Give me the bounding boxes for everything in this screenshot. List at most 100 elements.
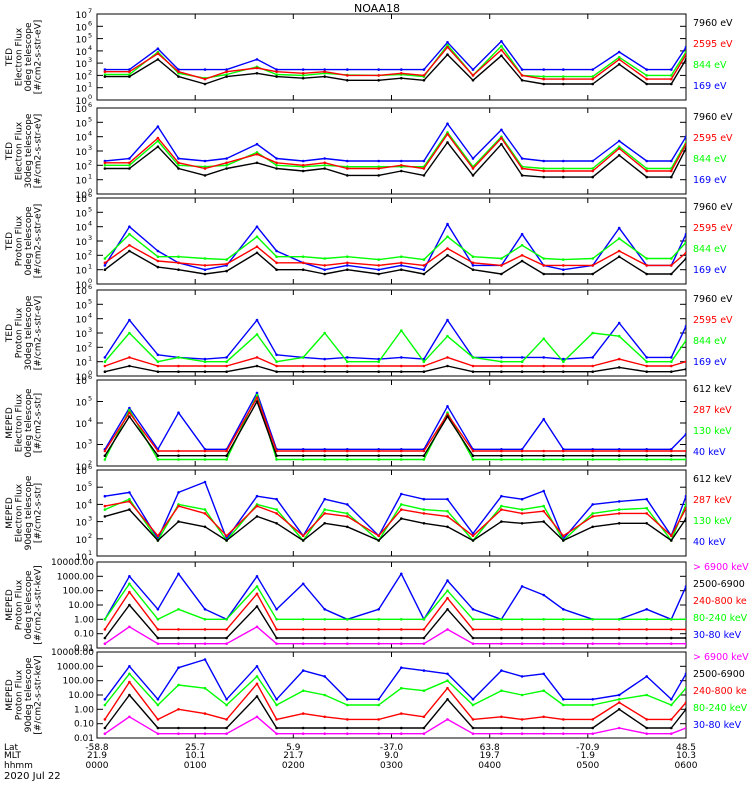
data-point (670, 539, 673, 542)
data-point (471, 370, 475, 374)
data-point (377, 698, 381, 701)
data-point (400, 712, 403, 715)
data-point (446, 43, 449, 47)
data-point (645, 264, 648, 267)
data-point (684, 672, 686, 676)
legend-entry: 2500-6900 (693, 669, 745, 680)
data-point (323, 726, 327, 730)
data-point (156, 259, 160, 263)
y-tick-exponent: 3 (88, 438, 92, 446)
data-point (323, 268, 327, 272)
legend-entry: 844 eV (693, 60, 727, 71)
data-point (562, 698, 565, 701)
data-point (500, 508, 503, 511)
date-label: 2020 Jul 22 (4, 771, 61, 782)
data-point (446, 45, 449, 49)
data-point (103, 618, 107, 621)
data-point (520, 79, 524, 82)
footer-value: 1.9 (581, 751, 596, 761)
data-point (684, 251, 686, 255)
footer-row-label: MLT (4, 751, 22, 761)
data-point (684, 58, 686, 61)
data-point (500, 628, 503, 631)
data-point (177, 356, 180, 359)
data-point (684, 517, 686, 520)
y-tick-exponent: 5 (88, 115, 92, 123)
data-point (471, 454, 475, 458)
footer-value: 48.5 (676, 743, 696, 753)
data-point (177, 683, 180, 687)
data-point (670, 718, 673, 721)
y-axis-label-line: 0deg telescope (24, 388, 34, 458)
y-tick-label: 1000.00 (57, 572, 94, 582)
y-tick-exponent: 4 (88, 312, 92, 320)
data-point (323, 675, 327, 678)
data-point (591, 732, 594, 735)
data-point (591, 726, 594, 730)
data-point (377, 449, 381, 453)
data-point (323, 370, 327, 374)
series-line-4 (104, 365, 686, 373)
data-point (542, 82, 545, 86)
data-point (203, 360, 207, 364)
data-point (500, 715, 503, 719)
data-point (225, 73, 228, 76)
data-point (446, 515, 449, 518)
data-point (377, 174, 381, 177)
data-point (591, 512, 594, 515)
data-point (670, 356, 673, 359)
data-point (562, 454, 565, 458)
data-point (422, 79, 426, 82)
data-point (203, 357, 207, 361)
data-point (645, 175, 648, 179)
data-point (670, 698, 673, 701)
data-point (128, 244, 131, 247)
data-point (562, 272, 565, 276)
data-point (255, 695, 259, 698)
data-point (156, 726, 160, 730)
y-tick-label: 1.00 (74, 705, 94, 715)
data-point (346, 74, 349, 77)
data-point (520, 259, 524, 263)
data-point (542, 264, 545, 267)
data-point (203, 165, 207, 168)
y-axis-label-line: [#/cm2-s-str-eV] (34, 20, 44, 95)
footer-value: 0200 (282, 761, 305, 771)
data-point (103, 698, 107, 701)
data-point (471, 458, 475, 461)
data-point (177, 504, 180, 508)
data-point (177, 491, 180, 494)
data-point (203, 726, 207, 730)
data-point (400, 732, 403, 735)
data-point (203, 167, 207, 170)
data-point (377, 642, 381, 645)
data-point (400, 618, 403, 621)
data-point (446, 672, 449, 676)
data-point (500, 40, 503, 43)
data-point (275, 608, 278, 611)
data-point (562, 732, 565, 735)
y-tick-exponent: 3 (88, 326, 92, 334)
data-point (225, 642, 228, 645)
y-tick-label: 10 (76, 177, 88, 187)
data-point (275, 636, 278, 640)
y-axis-label: TEDProton Flux30deg telescope[#/cm2-s-st… (5, 295, 44, 370)
data-point (670, 454, 673, 458)
data-point (275, 167, 278, 170)
data-point (591, 75, 594, 78)
data-point (255, 625, 259, 629)
data-point (177, 732, 180, 735)
data-point (591, 636, 594, 640)
y-axis-label-line: 0deg telescope (24, 22, 34, 92)
data-point (400, 628, 403, 631)
data-point (103, 515, 107, 518)
data-point (203, 264, 207, 267)
y-axis-label-line: Electron Flux (15, 27, 25, 86)
data-point (446, 525, 449, 529)
data-point (177, 572, 180, 576)
data-point (500, 356, 503, 359)
data-point (156, 139, 160, 143)
series-group (103, 40, 686, 86)
data-point (103, 458, 107, 461)
data-point (377, 628, 381, 631)
